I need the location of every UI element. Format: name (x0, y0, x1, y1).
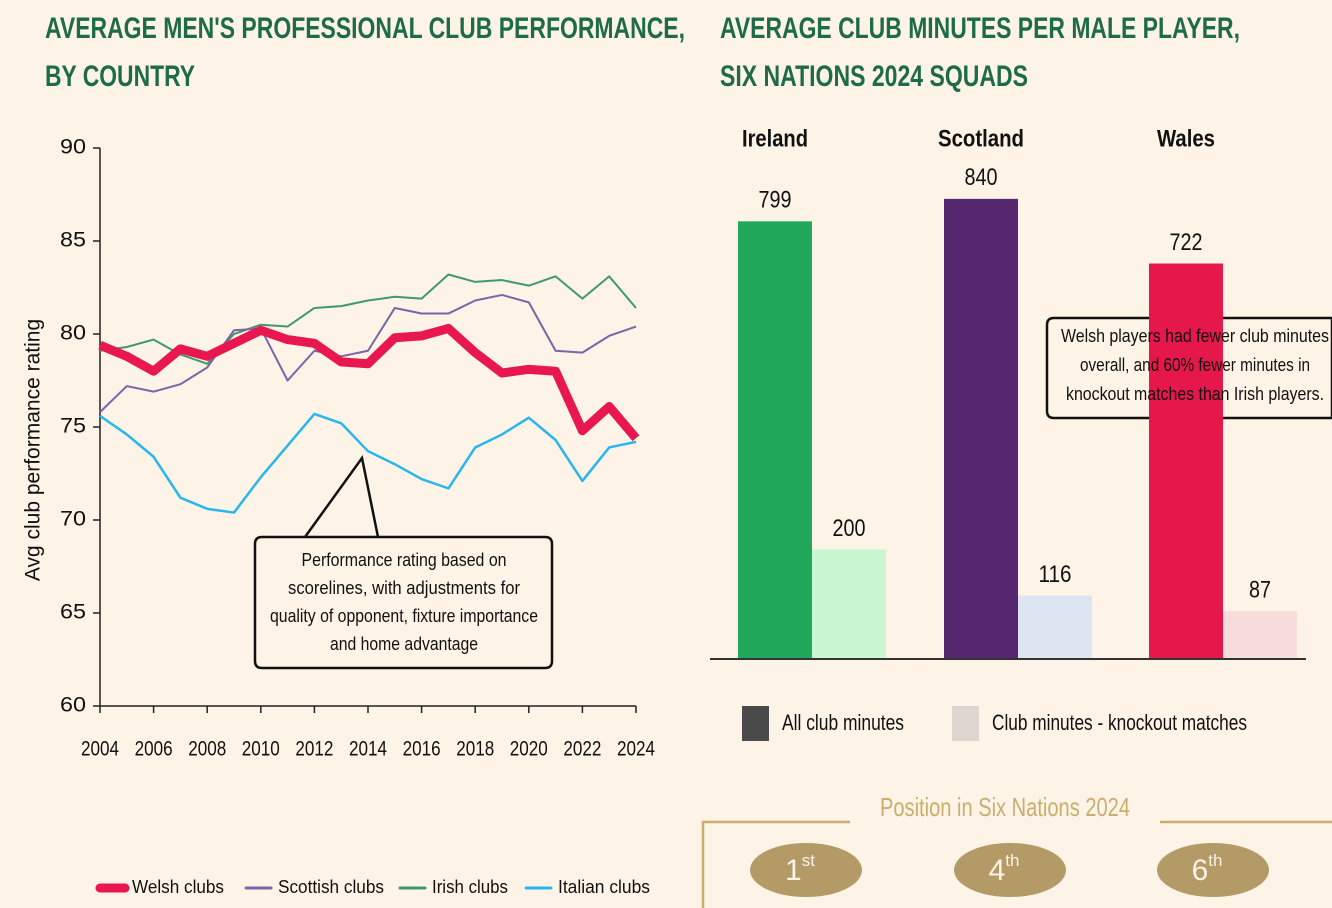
chart-title: AVERAGE MEN'S PROFESSIONAL CLUB PERFORMA… (45, 12, 685, 45)
position-badge (1157, 843, 1269, 897)
x-tick-label: 2014 (349, 738, 387, 761)
line-series (99, 293, 637, 413)
callout-box (253, 454, 554, 670)
x-tick-label: 2008 (188, 738, 226, 761)
x-tick-label: 2018 (456, 738, 494, 761)
position-rank: 6th (1192, 851, 1223, 886)
rank-suffix: st (802, 851, 816, 870)
rank-suffix: th (1208, 851, 1222, 870)
y-tick-label: 60 (60, 694, 86, 717)
position-badge (954, 843, 1066, 897)
legend-label: All club minutes (782, 710, 904, 735)
x-tick-label: 2006 (135, 738, 173, 761)
x-tick-label: 2020 (510, 738, 548, 761)
value-label: 116 (1039, 561, 1072, 588)
annotation: overall, and 60% fewer minutes in (1080, 355, 1310, 375)
position-badge (750, 843, 862, 897)
legend-swatch (742, 706, 769, 741)
positions-title-bg (850, 795, 1160, 827)
category-label: Wales (1157, 125, 1215, 152)
x-tick-label: 2022 (563, 738, 601, 761)
legend-label: Scottish clubs (278, 877, 384, 897)
legend-label: Club minutes - knockout matches (992, 710, 1247, 735)
chart-title: BY COUNTRY (45, 60, 195, 93)
y-tick-label: 70 (60, 508, 86, 531)
rank-suffix: th (1005, 851, 1019, 870)
legend-label: Irish clubs (432, 877, 508, 897)
annotation: Welsh players had fewer club minutes (1061, 326, 1329, 346)
legend-swatch (952, 706, 979, 741)
chart-title: SIX NATIONS 2024 SQUADS (720, 60, 1028, 93)
rank-number: 4 (989, 854, 1006, 887)
category-label: Ireland (742, 125, 808, 152)
x-tick-label: 2024 (617, 738, 655, 761)
annotation: scorelines, with adjustments for (288, 578, 520, 598)
x-tick-label: 2004 (81, 738, 119, 761)
annotation: Performance rating based on (302, 550, 507, 570)
bar (1018, 595, 1092, 659)
value-label: 840 (965, 164, 998, 191)
rank-number: 6 (1192, 854, 1209, 887)
value-label: 799 (759, 187, 792, 214)
annotation: knockout matches than Irish players. (1066, 384, 1324, 404)
x-tick-label: 2016 (403, 738, 441, 761)
value-label: 722 (1170, 229, 1203, 256)
legend-label: Italian clubs (558, 877, 650, 897)
bar (738, 221, 812, 659)
positions-title: Position in Six Nations 2024 (880, 792, 1130, 822)
y-tick-label: 90 (60, 136, 86, 159)
x-tick-label: 2010 (242, 738, 280, 761)
line-series (98, 323, 640, 442)
value-label: 87 (1249, 577, 1271, 604)
chart-title: AVERAGE CLUB MINUTES PER MALE PLAYER, (720, 12, 1240, 45)
line-series (99, 412, 637, 514)
line-series (99, 273, 637, 365)
bar (944, 198, 1018, 659)
y-tick-label: 85 (60, 229, 86, 252)
x-tick-label: 2012 (295, 738, 333, 761)
position-rank: 1st (785, 851, 815, 886)
bar (1223, 611, 1297, 659)
bar (812, 549, 886, 659)
y-tick-label: 80 (60, 322, 86, 345)
bar (1149, 263, 1223, 659)
y-axis-label: Avg club performance rating (22, 319, 45, 581)
position-rank: 4th (989, 851, 1020, 886)
annotation: quality of opponent, fixture importance (270, 606, 538, 626)
y-tick-label: 65 (60, 601, 86, 624)
category-label: Scotland (938, 125, 1024, 152)
y-tick-label: 75 (60, 415, 86, 438)
value-label: 200 (833, 515, 866, 542)
annotation: and home advantage (330, 634, 478, 654)
legend-label: Welsh clubs (132, 877, 224, 897)
rank-number: 1 (785, 854, 802, 887)
